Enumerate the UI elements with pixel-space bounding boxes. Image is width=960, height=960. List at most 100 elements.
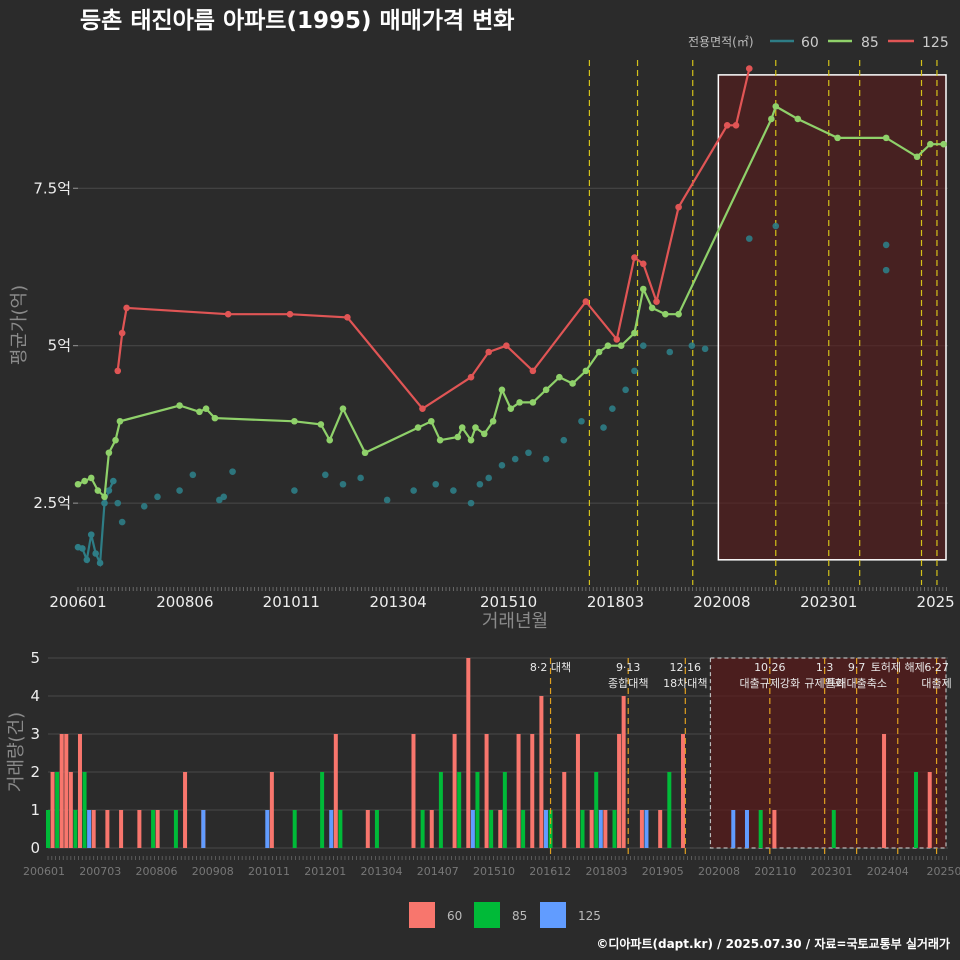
volume-x-tick-label: 200601 (23, 865, 65, 878)
volume-bar-60 (183, 772, 188, 848)
volume-x-tick-label: 200908 (192, 865, 234, 878)
policy-annotation: 특례대출축소 (826, 677, 887, 690)
x-tick-label: 2025 (917, 593, 955, 611)
data-point-85 (639, 285, 647, 293)
volume-highlight-box (709, 657, 947, 849)
policy-annotation: 9·13 (616, 661, 641, 674)
y-axis-title: 평균가(억) (9, 285, 30, 365)
data-point-125 (675, 203, 682, 211)
volume-bar-60 (119, 810, 124, 848)
volume-bar-85 (502, 772, 507, 848)
data-point-85 (454, 433, 462, 441)
data-point-60 (383, 496, 391, 504)
data-point-125 (745, 65, 753, 72)
data-point-85 (361, 449, 369, 457)
volume-bar-60 (77, 734, 82, 848)
x-axis-title: 거래년월 (482, 611, 548, 632)
volume-bar-60 (603, 810, 608, 848)
data-point-85 (202, 405, 210, 412)
volume-x-tick-label: 201407 (417, 865, 459, 878)
data-point-60 (220, 493, 228, 501)
volume-bar-125 (470, 810, 475, 848)
data-point-85 (339, 405, 347, 412)
volume-bar-85 (338, 810, 343, 848)
data-point-60 (96, 559, 104, 567)
legend-bottom-125: 125 (578, 909, 601, 923)
x-tick-label: 201803 (587, 593, 644, 611)
data-point-60 (498, 462, 506, 469)
volume-y-axis-title: 거래량(건) (6, 712, 27, 792)
data-point-60 (432, 480, 440, 488)
legend-swatch-85 (474, 902, 500, 928)
volume-bar-125 (744, 810, 749, 848)
data-point-125 (123, 304, 130, 312)
data-point-85 (317, 421, 325, 428)
volume-bar-60 (639, 810, 644, 848)
data-point-85 (326, 436, 334, 444)
highlight-box (717, 74, 947, 561)
volume-bar-60 (617, 734, 622, 848)
volume-bar-60 (589, 810, 594, 848)
volume-bar-85 (173, 810, 178, 848)
data-point-60 (229, 468, 236, 475)
data-point-60 (485, 474, 493, 482)
volume-bar-85 (521, 810, 526, 848)
volume-bar-60 (498, 810, 503, 848)
data-point-60 (92, 550, 99, 557)
data-point-60 (118, 518, 126, 526)
volume-bar-85 (457, 772, 462, 848)
data-point-125 (467, 373, 475, 381)
volume-bar-60 (105, 810, 110, 848)
volume-bar-60 (155, 810, 160, 848)
data-point-125 (653, 298, 660, 305)
data-point-85 (211, 414, 219, 422)
volume-bar-60 (68, 772, 73, 848)
volume-bar-60 (64, 734, 69, 848)
volume-x-tick-label: 20250 (927, 865, 960, 878)
data-point-125 (613, 336, 621, 343)
data-point-85 (112, 436, 119, 444)
legend-swatch-125 (540, 902, 566, 928)
policy-annotation: 12·16 (670, 661, 702, 674)
data-point-85 (489, 417, 497, 425)
legend-bottom-85: 85 (512, 909, 527, 923)
volume-y-tick-label: 1 (30, 801, 40, 819)
volume-x-tick-label: 201304 (361, 865, 403, 878)
data-point-60 (101, 499, 108, 507)
data-point-85 (662, 310, 669, 318)
volume-panel: 0 1 2 3 4 5 200601 200703 200806 200908 201011 2012… (23, 649, 960, 878)
data-point-125 (419, 405, 426, 412)
volume-bar-125 (644, 810, 649, 848)
volume-y-tick-label: 0 (30, 839, 40, 857)
data-point-85 (87, 474, 95, 482)
policy-annotation: 6·27 (924, 661, 949, 674)
data-point-125 (732, 121, 740, 129)
data-point-60 (631, 367, 638, 375)
data-point-85 (458, 424, 466, 431)
volume-bar-85 (73, 810, 78, 848)
data-point-125 (344, 314, 351, 321)
data-point-85 (617, 342, 625, 349)
volume-bar-60 (137, 810, 142, 848)
legend-label-85: 85 (861, 35, 879, 51)
legend-label-125: 125 (922, 35, 949, 51)
volume-bar-60 (365, 810, 370, 848)
legend-bottom-60: 60 (447, 909, 462, 923)
volume-x-tick-label: 202008 (698, 865, 740, 878)
data-point-85 (569, 380, 576, 387)
volume-bar-60 (484, 734, 489, 848)
data-point-85 (516, 399, 523, 406)
volume-bar-85 (489, 810, 494, 848)
data-point-85 (794, 115, 802, 123)
volume-bar-125 (265, 810, 270, 848)
volume-bar-125 (543, 810, 548, 848)
volume-bar-60 (466, 658, 471, 848)
volume-bar-125 (598, 810, 603, 848)
x-tick-label: 201510 (480, 593, 537, 611)
x-tick-label: 202008 (693, 593, 750, 611)
data-point-85 (414, 424, 422, 431)
volume-bar-60 (562, 772, 567, 848)
data-point-125 (114, 367, 122, 375)
volume-x-tick-label: 201612 (529, 865, 571, 878)
volume-bar-85 (475, 772, 480, 848)
